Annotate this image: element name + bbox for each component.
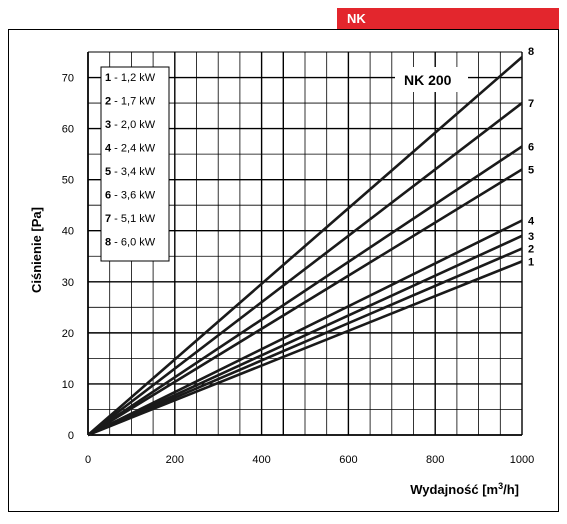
legend-item-text: - 2,4 kW — [111, 143, 156, 155]
legend-item-number: 6 — [105, 190, 111, 202]
chart-frame — [8, 29, 559, 512]
series-label-7: 7 — [528, 98, 534, 110]
x-tick-label: 600 — [339, 454, 357, 466]
legend-item-text: - 5,1 kW — [111, 213, 156, 225]
legend-item-8: 8 - 6,0 kW — [105, 237, 156, 249]
legend-item-number: 7 — [105, 213, 111, 225]
legend-item-3: 3 - 2,0 kW — [105, 119, 156, 131]
series-line-4 — [87, 219, 523, 437]
y-tick-label: 10 — [62, 379, 74, 391]
series-label-1: 1 — [528, 256, 534, 268]
legend-item-5: 5 - 3,4 kW — [105, 166, 156, 178]
x-tick-label: 1000 — [510, 454, 534, 466]
y-tick-label: 70 — [62, 73, 74, 85]
series-labels: 123 4 5 6 7 8 — [528, 46, 535, 268]
legend-item-text: - 1,7 kW — [111, 96, 156, 108]
y-tick-label: 60 — [62, 124, 74, 136]
model-box: NK 200 — [395, 67, 468, 92]
legend-item-text: - 1,2 kW — [111, 72, 156, 84]
series-line-6 — [87, 145, 523, 437]
x-axis-title-tail: /h] — [503, 482, 519, 497]
legend-item-text: - 6,0 kW — [111, 237, 156, 249]
series-line-8 — [87, 56, 523, 436]
axes: 0 200 400 600 800 1000 0 10 20 30 40 50 60 70 — [62, 51, 534, 466]
legend-box — [100, 66, 170, 262]
legend-item-1: 1 - 1,2 kW — [105, 72, 156, 84]
legend-item-2: 2 - 1,7 kW — [105, 96, 156, 108]
legend-item-number: 8 — [105, 237, 111, 249]
legend-item-text: - 2,0 kW — [111, 119, 156, 131]
legend-item-number: 4 — [105, 143, 112, 155]
series-line-5 — [87, 168, 523, 437]
series-line-1 — [87, 260, 523, 437]
x-tick-label: 800 — [426, 454, 444, 466]
x-axis-title: Wydajność [m3/h] — [410, 481, 519, 497]
legend-item-text: - 3,6 kW — [111, 190, 156, 202]
legend-item-text: - 3,4 kW — [111, 166, 156, 178]
legend-item-4: 4 - 2,4 kW — [105, 143, 156, 155]
y-tick-label: 40 — [62, 226, 74, 238]
legend: 1 - 1,2 kW2 - 1,7 kW3 - 2,0 kW4 - 2,4 kW… — [100, 66, 170, 262]
legend-item-number: 3 — [105, 119, 111, 131]
x-axis-title-sup: 3 — [498, 481, 503, 491]
legend-item-number: 1 — [105, 72, 111, 84]
header-tab-label: NK — [347, 11, 366, 26]
y-tick-label: 20 — [62, 328, 74, 340]
x-tick-label: 400 — [252, 454, 270, 466]
legend-item-number: 5 — [105, 166, 111, 178]
y-tick-label: 30 — [62, 277, 74, 289]
y-tick-label: 50 — [62, 175, 74, 187]
x-tick-label: 200 — [166, 454, 184, 466]
series-label-8: 8 — [528, 46, 534, 58]
series-label-5: 5 — [528, 164, 534, 176]
series-label-3: 3 — [528, 231, 534, 243]
model-label: NK 200 — [404, 72, 452, 88]
legend-item-number: 2 — [105, 96, 111, 108]
series-label-4: 4 — [528, 216, 535, 228]
series-line-3 — [87, 234, 523, 437]
series-label-6: 6 — [528, 141, 534, 153]
x-axis-title-main: Wydajność [m — [410, 482, 498, 497]
series-label-2: 2 — [528, 244, 534, 256]
series-lines — [87, 56, 523, 437]
legend-item-6: 6 - 3,6 kW — [105, 190, 156, 202]
header-tab: NK — [337, 8, 559, 29]
legend-item-7: 7 - 5,1 kW — [105, 213, 156, 225]
y-tick-label: 0 — [68, 430, 74, 442]
series-line-7 — [87, 102, 523, 437]
y-axis-title: Ciśnienie [Pa] — [29, 207, 44, 293]
series-line-2 — [87, 247, 523, 437]
x-tick-label: 0 — [85, 454, 91, 466]
